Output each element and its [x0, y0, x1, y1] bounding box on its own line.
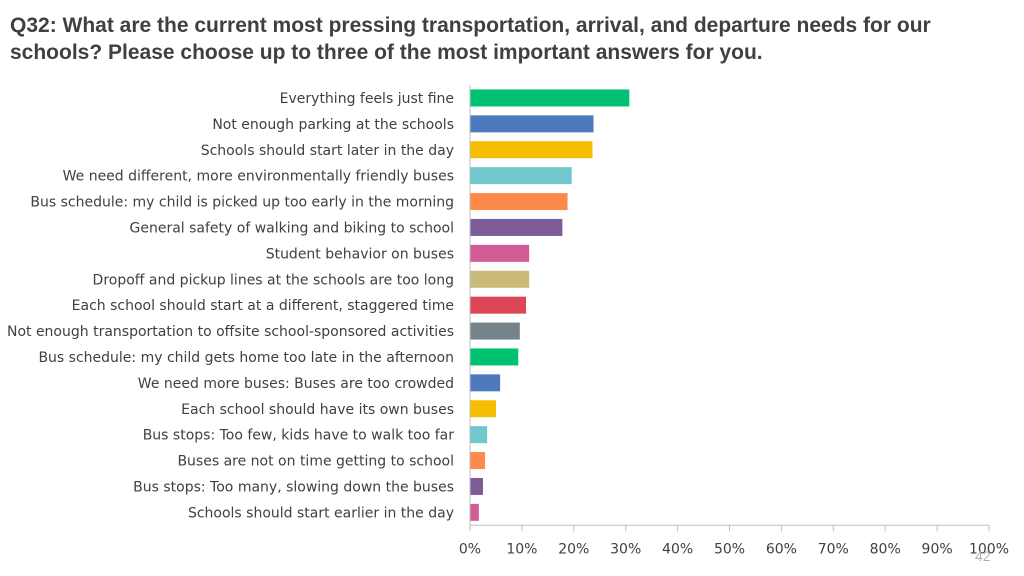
- category-label: Bus schedule: my child is picked up too …: [30, 195, 454, 211]
- tick-label: 80%: [870, 541, 901, 557]
- category-label: Each school should start at a different,…: [72, 298, 454, 314]
- category-label: We need more buses: Buses are too crowde…: [138, 376, 454, 392]
- tick-label: 40%: [662, 541, 693, 557]
- tick-label: 90%: [922, 541, 953, 557]
- bar: [470, 477, 483, 495]
- category-label: Schools should start later in the day: [201, 143, 454, 159]
- category-label: We need different, more environmentally …: [63, 169, 454, 185]
- tick-label: 30%: [610, 541, 641, 557]
- bar: [470, 374, 501, 392]
- bar: [470, 322, 520, 340]
- tick-label: 50%: [714, 541, 745, 557]
- category-label: Schools should start earlier in the day: [188, 505, 454, 521]
- bar: [470, 244, 530, 262]
- category-label: Bus schedule: my child gets home too lat…: [38, 350, 454, 366]
- bar: [470, 348, 519, 366]
- tick-label: 20%: [558, 541, 589, 557]
- category-label: Everything feels just fine: [280, 91, 454, 107]
- bars-group: [470, 89, 630, 521]
- bar: [470, 296, 527, 314]
- bar: [470, 193, 568, 211]
- tick-label: 100%: [969, 541, 1009, 557]
- category-label: Not enough parking at the schools: [212, 117, 454, 133]
- bar: [470, 115, 594, 133]
- bar: [470, 89, 630, 107]
- category-label: Not enough transportation to offsite sch…: [7, 324, 454, 340]
- bar: [470, 141, 593, 159]
- bar: [470, 452, 486, 470]
- bar: [470, 503, 479, 521]
- category-label: Buses are not on time getting to school: [177, 454, 454, 470]
- category-label: Dropoff and pickup lines at the schools …: [93, 272, 454, 288]
- bar: [470, 270, 530, 288]
- category-label: Bus stops: Too few, kids have to walk to…: [143, 428, 455, 444]
- category-label: Each school should have its own buses: [181, 402, 454, 418]
- chart-title: Q32: What are the current most pressing …: [10, 14, 931, 64]
- category-label: Student behavior on buses: [266, 246, 454, 262]
- page-number: 42: [975, 548, 991, 564]
- category-label: Bus stops: Too many, slowing down the bu…: [133, 479, 454, 495]
- tick-label: 70%: [818, 541, 849, 557]
- bar: [470, 426, 488, 444]
- tick-label: 0%: [459, 541, 481, 557]
- category-label: General safety of walking and biking to …: [130, 220, 455, 236]
- bar: [470, 218, 563, 236]
- value-axis-ticks: 0% 10% 20% 30% 40% 50% 60% 70% 80% 90% 100%: [459, 525, 1009, 557]
- tick-label: 10%: [506, 541, 537, 557]
- tick-label: 60%: [766, 541, 797, 557]
- bar: [470, 400, 496, 418]
- category-labels: Everything feels just fine Not enough par…: [7, 91, 454, 521]
- bar: [470, 167, 572, 185]
